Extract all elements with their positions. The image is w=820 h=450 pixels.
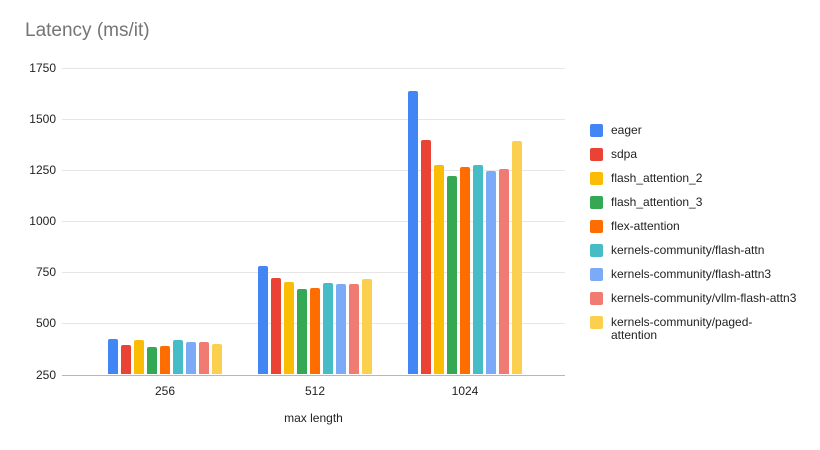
gridline-1500 [62,119,565,120]
bar-flash-attention-2-256[interactable] [134,339,144,374]
legend-item-flash-attention-2[interactable]: flash_attention_2 [590,172,805,185]
legend-label: eager [611,123,642,137]
legend-swatch-icon [590,244,603,257]
bar-kernels-community-flash-attn-1024[interactable] [473,165,483,374]
bar-sdpa-1024[interactable] [421,140,431,374]
legend-item-sdpa[interactable]: sdpa [590,148,805,161]
y-tick-250: 250 [35,368,56,382]
bar-group-512 [240,265,390,374]
bar-flex-attention-512[interactable] [310,287,320,374]
legend-item-kernels-community-vllm-flash-attn3[interactable]: kernels-community/vllm-flash-attn3 [590,292,805,305]
y-tick-750: 750 [35,265,56,279]
legend-label: flex-attention [611,219,680,233]
x-tick-512: 512 [304,384,326,398]
bar-kernels-community-paged-attention-256[interactable] [212,344,222,374]
legend-item-flash-attention-3[interactable]: flash_attention_3 [590,196,805,209]
y-tick-1000: 1000 [29,214,56,228]
legend-label: kernels-community/paged-attention [611,315,753,342]
bar-kernels-community-flash-attn-256[interactable] [173,340,183,374]
legend-swatch-icon [590,220,603,233]
bar-group-1024 [390,90,540,374]
y-tick-500: 500 [35,316,56,330]
bar-flash-attention-3-512[interactable] [297,289,307,374]
bar-flash-attention-3-256[interactable] [147,347,157,374]
legend-swatch-icon [590,268,603,281]
legend-item-kernels-community-flash-attn3[interactable]: kernels-community/flash-attn3 [590,268,805,281]
chart-title: Latency (ms/it) [25,20,150,41]
bar-flash-attention-3-1024[interactable] [447,175,457,374]
bar-eager-256[interactable] [108,339,118,374]
plot-area: 250 500 750 1000 1250 1500 1750 256 512 1024 [29,61,565,398]
legend-swatch-icon [590,148,603,161]
bar-group-256 [90,339,240,374]
legend-swatch-icon [590,172,603,185]
gridline-1250 [62,170,565,171]
bar-kernels-community-paged-attention-512[interactable] [362,278,372,374]
legend-swatch-icon [590,292,603,305]
bar-kernels-community-flash-attn-512[interactable] [323,282,333,374]
bar-kernels-community-vllm-flash-attn3-256[interactable] [199,341,209,374]
bar-kernels-community-flash-attn3-1024[interactable] [486,171,496,374]
bar-flash-attention-2-1024[interactable] [434,165,444,374]
bar-kernels-community-vllm-flash-attn3-1024[interactable] [499,169,509,374]
gridline-250 [62,375,565,376]
bar-kernels-community-paged-attention-1024[interactable] [512,140,522,374]
legend-item-eager[interactable]: eager [590,124,805,137]
legend-item-flex-attention[interactable]: flex-attention [590,220,805,233]
legend-swatch-icon [590,196,603,209]
bar-sdpa-256[interactable] [121,345,131,374]
legend-label: flash_attention_2 [611,171,703,185]
bar-sdpa-512[interactable] [271,277,281,374]
bar-kernels-community-flash-attn3-512[interactable] [336,284,346,374]
y-tick-1500: 1500 [29,112,56,126]
bar-eager-1024[interactable] [408,90,418,374]
y-tick-1250: 1250 [29,163,56,177]
bar-flex-attention-256[interactable] [160,346,170,374]
x-tick-1024: 1024 [451,384,479,398]
legend-label: kernels-community/flash-attn3 [611,267,772,281]
legend-label: sdpa [611,147,638,161]
x-axis-title: max length [284,411,343,425]
legend-swatch-icon [590,124,603,137]
bar-flash-attention-2-512[interactable] [284,282,294,374]
legend: eager sdpa flash_attention_2 flash_attentio… [590,124,805,353]
legend-label: kernels-community/flash-attn [611,243,765,257]
legend-label: kernels-community/vllm-flash-attn3 [611,291,797,305]
gridline-1000 [62,221,565,222]
legend-item-kernels-community-paged-attention[interactable]: kernels-community/paged-attention [590,316,805,342]
bar-kernels-community-flash-attn3-256[interactable] [186,342,196,374]
y-tick-1750: 1750 [29,61,56,75]
bar-kernels-community-vllm-flash-attn3-512[interactable] [349,283,359,374]
legend-swatch-icon [590,316,603,329]
bar-flex-attention-1024[interactable] [460,166,470,374]
gridline-1750 [62,68,565,69]
bar-eager-512[interactable] [258,265,268,374]
x-tick-256: 256 [154,384,176,398]
legend-label: flash_attention_3 [611,195,703,209]
legend-item-kernels-community-flash-attn[interactable]: kernels-community/flash-attn [590,244,805,257]
gridline-750 [62,272,565,273]
